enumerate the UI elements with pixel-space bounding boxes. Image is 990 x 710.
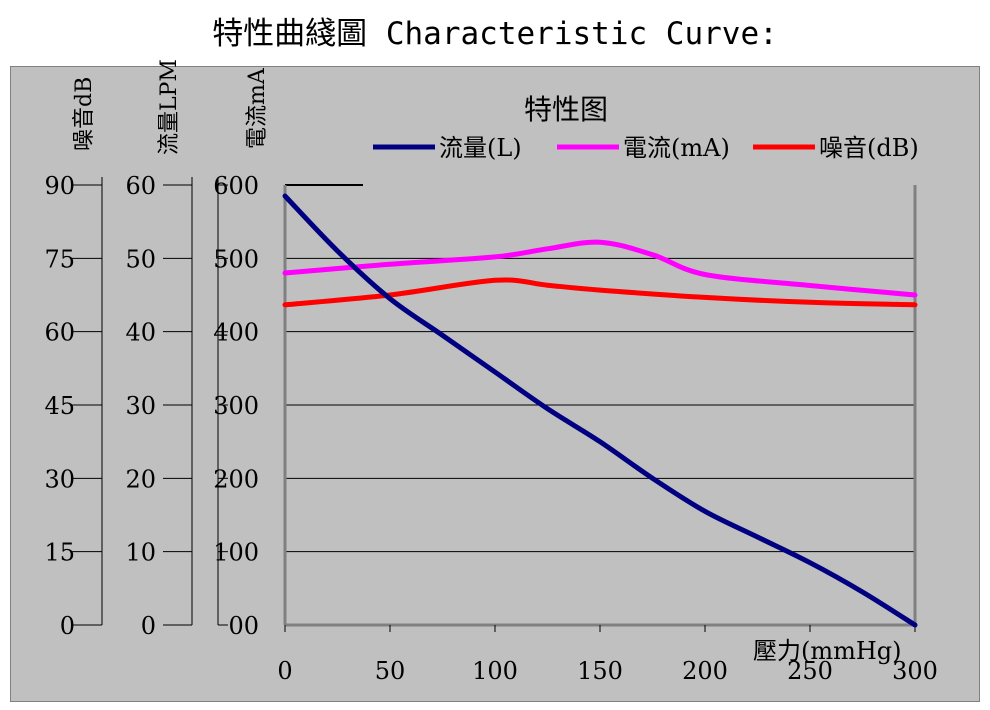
noise-tick-label: 90: [44, 172, 75, 200]
flow-tick-label: 60: [125, 172, 156, 200]
noise-tick-label: 60: [44, 319, 75, 347]
noise-axis-title: 噪音dB: [72, 76, 97, 151]
chart-canvas: 0 50 100 150 200 250 3000010020030040050060001…: [44, 93, 937, 685]
gridlines: [285, 184, 915, 553]
series-line-noise: [282, 277, 918, 308]
current-tick-label: 200: [213, 465, 259, 493]
current-tick-label: 400: [213, 319, 259, 347]
legend-label-noise: 噪音(dB): [819, 134, 919, 162]
current-tick-label: 500: [213, 245, 259, 273]
x-tick-label: 50: [375, 657, 406, 685]
series-lines: [282, 193, 918, 628]
legend: 特性图 流量(L) 電流(mA) 噪音(dB): [373, 93, 919, 162]
current-tick-label: 00: [228, 612, 259, 640]
legend-label-current: 電流(mA): [623, 134, 730, 162]
current-tick-label: 300: [213, 392, 259, 420]
flow-tick-label: 30: [125, 392, 156, 420]
flow-tick-label: 40: [125, 319, 156, 347]
chart-title: 特性图: [524, 93, 608, 126]
chart-panel: 0 50 100 150 200 250 300 00 100 200 300 400 500 600 0 1…: [10, 59, 980, 702]
flow-axis-title: 流量LPM: [157, 59, 182, 155]
x-tick-label: 250: [787, 657, 833, 685]
series-line-current: [282, 239, 918, 298]
x-tick-label: 0: [277, 657, 292, 685]
x-tick-label: 150: [577, 657, 623, 685]
noise-tick-label: 45: [44, 392, 75, 420]
noise-tick-label: 0: [60, 612, 75, 640]
flow-tick-label: 0: [141, 612, 156, 640]
series-line-flow: [282, 193, 918, 628]
x-axis-title: 壓力(mmHg): [753, 637, 902, 665]
current-tick-label: 100: [213, 539, 259, 567]
flow-tick-label: 50: [125, 245, 156, 273]
x-tick-label: 100: [472, 657, 518, 685]
flow-tick-label: 20: [125, 465, 156, 493]
noise-tick-label: 15: [44, 539, 75, 567]
noise-tick-label: 30: [44, 465, 75, 493]
current-axis-title: 電流mA: [245, 68, 270, 149]
tick-labels: 0 50 100 150 200 250 3000010020030040050060001…: [44, 172, 937, 685]
current-tick-label: 600: [213, 172, 259, 200]
axes: [72, 177, 917, 632]
noise-tick-label: 75: [44, 245, 75, 273]
page-title: 特性曲綫圖 Characteristic Curve:: [212, 16, 778, 52]
x-tick-label: 300: [892, 657, 938, 685]
x-tick-label: 200: [682, 657, 728, 685]
flow-tick-label: 10: [125, 539, 156, 567]
legend-label-flow: 流量(L): [439, 134, 522, 162]
